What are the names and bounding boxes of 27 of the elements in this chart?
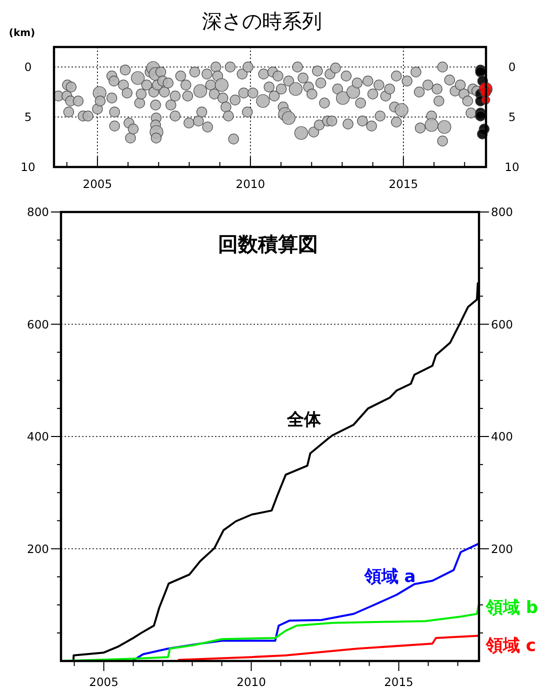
y-tick-label: 800 xyxy=(27,205,49,219)
y-tick-label: 600 xyxy=(27,317,49,332)
y2-tick-label: 400 xyxy=(491,430,513,444)
y-tick-label: 10 xyxy=(20,160,36,174)
y2-tick-label: 800 xyxy=(491,205,513,219)
y-tick-label: 400 xyxy=(27,430,49,444)
y2-tick-label: 200 xyxy=(491,542,513,556)
y-tick-label: 200 xyxy=(27,542,49,556)
series-name: 領域 b xyxy=(486,598,538,618)
x-tick-label: 2010 xyxy=(236,177,266,191)
y2-tick-label: 5 xyxy=(508,110,516,124)
x-tick-label: 2005 xyxy=(82,177,112,191)
x-tick-label: 2015 xyxy=(388,177,418,191)
y-tick-label: 5 xyxy=(24,110,32,124)
x-tick-label: 2010 xyxy=(236,675,266,689)
series-name: 領域 c xyxy=(486,636,536,656)
y2-tick-label: 0 xyxy=(508,60,516,74)
y2-tick-label: 600 xyxy=(491,317,513,332)
chart-title: 深さの時系列 xyxy=(202,9,322,33)
text: 回数積算図 xyxy=(218,232,318,256)
series-name: 領域 a xyxy=(364,567,416,587)
x-tick-label: 2015 xyxy=(384,675,414,689)
y2-tick-label: 10 xyxy=(504,160,520,174)
series-name: 全体 xyxy=(287,410,321,430)
x-tick-label: 2005 xyxy=(89,675,118,689)
y-axis-title: (km) xyxy=(8,28,36,39)
y-tick-label: 0 xyxy=(24,60,32,74)
